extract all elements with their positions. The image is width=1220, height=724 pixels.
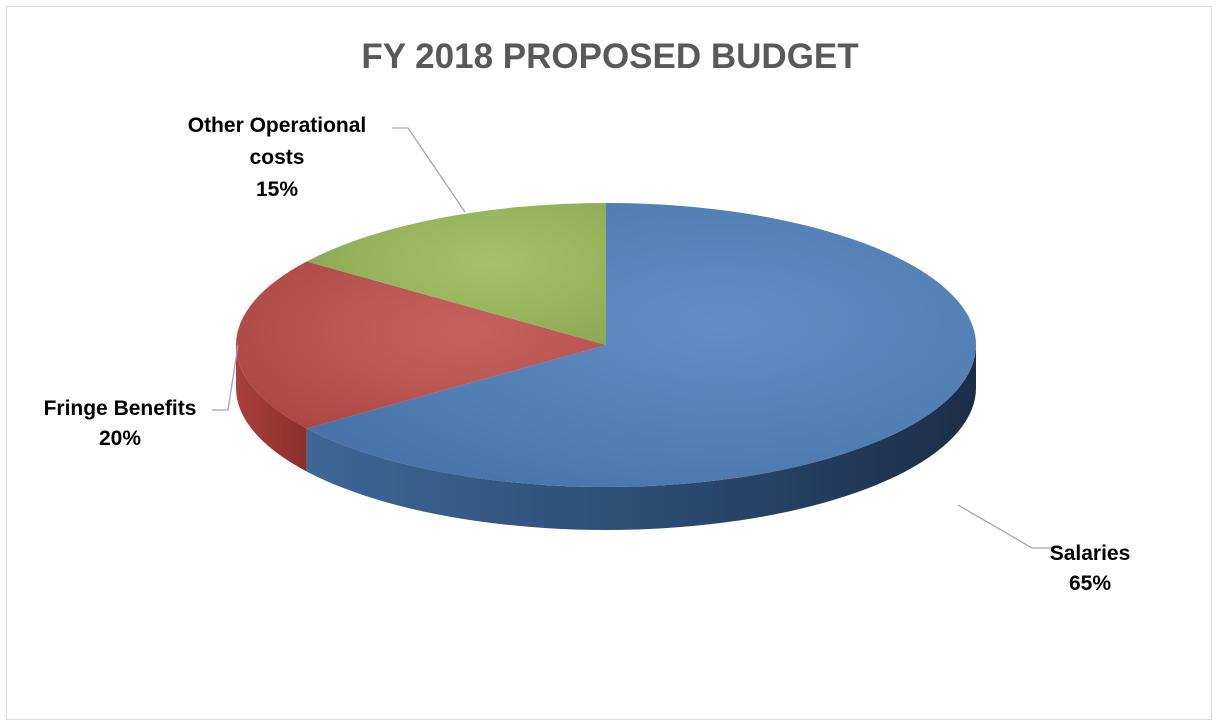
pie-sides bbox=[236, 345, 977, 531]
data-labels: Salaries 65% Fringe Benefits 20% Other Opera… bbox=[44, 114, 1131, 595]
pie-side-fringe-benefits bbox=[236, 345, 307, 472]
data-label-salaries-line-1: Salaries bbox=[1050, 542, 1131, 565]
leader-line-salaries bbox=[957, 504, 1055, 549]
pie-slices bbox=[235, 203, 977, 488]
data-label-salaries-line-2: 65% bbox=[1069, 572, 1111, 595]
data-label-fringe-benefits-line-1: Fringe Benefits bbox=[44, 397, 197, 420]
data-label-fringe-benefits-line-2: 20% bbox=[99, 427, 141, 450]
chart-title: FY 2018 PROPOSED BUDGET bbox=[361, 37, 858, 76]
leader-lines bbox=[212, 127, 1055, 549]
data-label-other-operational-costs-line-2: costs bbox=[250, 146, 305, 169]
leader-line-other-operational-costs bbox=[392, 127, 466, 213]
data-label-other-operational-costs-line-3: 15% bbox=[256, 178, 298, 201]
leader-line-fringe-benefits bbox=[212, 344, 239, 411]
data-label-other-operational-costs-line-1: Other Operational bbox=[188, 114, 367, 137]
pie-side-salaries bbox=[306, 345, 977, 531]
pie-slice-sheen-salaries bbox=[306, 203, 977, 488]
pie-slice-sheen-other-operational-costs bbox=[306, 203, 606, 345]
pie-slice-sheen-fringe-benefits bbox=[235, 261, 606, 429]
